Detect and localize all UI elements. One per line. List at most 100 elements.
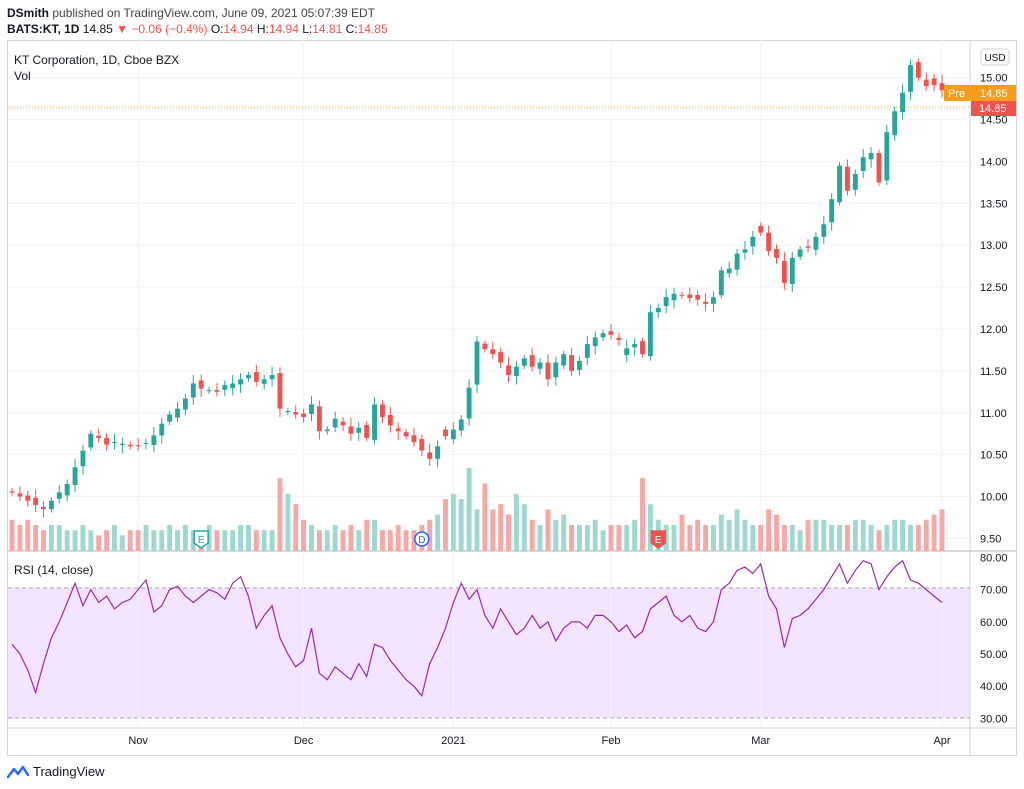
dividend-marker[interactable] — [414, 531, 430, 547]
volume-bar — [364, 519, 370, 551]
candle-body — [427, 452, 433, 459]
candle-body — [332, 418, 338, 428]
volume-bar — [64, 530, 70, 551]
candle-body — [379, 404, 385, 417]
candle-body — [419, 439, 425, 451]
volume-bar — [143, 525, 149, 551]
currency-label: USD — [984, 53, 1005, 64]
volume-bar — [379, 530, 385, 551]
candle-body — [829, 199, 835, 223]
candle-body — [679, 294, 685, 296]
candle-body — [17, 493, 23, 497]
high-value: 14.94 — [268, 22, 299, 36]
candle-body — [774, 249, 779, 258]
candle-body — [908, 65, 913, 92]
candle-body — [119, 443, 125, 446]
volume-bar — [513, 493, 519, 551]
volume-bar — [600, 530, 606, 551]
event-marker-label: E — [655, 535, 662, 546]
volume-bar — [734, 509, 740, 551]
volume-bar — [151, 530, 157, 551]
volume-bar — [592, 519, 598, 551]
ohlc-legend: BATS:KT, 1D 14.85 ▼ −0.06 (−0.4%) O:14.9… — [7, 22, 388, 36]
candle-body — [742, 249, 748, 253]
volume-bar — [474, 509, 480, 551]
candle-body — [860, 157, 866, 172]
volume-bar — [159, 530, 165, 551]
candle-body — [253, 372, 259, 382]
volume-bar — [167, 525, 173, 551]
volume-bar — [309, 525, 314, 551]
volume-bar — [797, 530, 803, 551]
candle-body — [584, 344, 590, 358]
candle-body — [206, 390, 212, 392]
volume-bar — [710, 525, 716, 551]
candle-body — [151, 435, 157, 445]
candle-body — [726, 268, 732, 274]
candle-body — [789, 257, 795, 284]
price-tick-label: 13.50 — [980, 198, 1008, 210]
candle-body — [852, 174, 858, 190]
candle-body — [175, 408, 180, 418]
pane-title: KT Corporation, 1D, Cboe BZX — [14, 53, 180, 67]
candle-body — [750, 236, 756, 247]
candle-body — [245, 375, 251, 379]
volume-bar — [56, 525, 62, 551]
volume-bar — [482, 483, 488, 551]
volume-bar — [498, 504, 504, 551]
candle-body — [718, 270, 724, 296]
volume-bar — [923, 519, 929, 551]
last-price-tag — [971, 101, 1016, 116]
volume-bar — [222, 530, 228, 551]
price-tick-label: 11.50 — [980, 366, 1007, 378]
volume-bar — [829, 525, 835, 551]
candle-body — [592, 337, 598, 347]
currency-box[interactable] — [980, 48, 1010, 66]
volume-bar — [238, 525, 244, 551]
candle-body — [238, 379, 244, 385]
candle-body — [222, 385, 228, 390]
price-tick-label: 10.00 — [980, 492, 1008, 504]
candle-body — [655, 308, 661, 313]
candle-body — [506, 365, 511, 376]
earnings-marker[interactable] — [650, 530, 667, 549]
volume-bar — [403, 530, 409, 551]
change-value: −0.06 (−0.4%) — [131, 22, 208, 36]
volume-bar — [742, 519, 748, 551]
candle-body — [624, 348, 630, 355]
candle-body — [766, 232, 772, 252]
candle-body — [25, 495, 31, 501]
candle-body — [143, 442, 149, 444]
volume-bar — [96, 535, 102, 551]
rsi-tick-label: 70.00 — [980, 585, 1008, 597]
volume-bar — [285, 493, 291, 551]
last-price-value: 14.85 — [979, 103, 1007, 115]
publish-info: DSmith published on TradingView.com, Jun… — [7, 6, 375, 20]
candle-body — [72, 467, 78, 485]
volume-bar — [569, 525, 575, 551]
candle-body — [159, 423, 165, 436]
candle-body — [821, 224, 827, 237]
candle-body — [915, 62, 921, 78]
volume-bar — [395, 525, 401, 551]
volume-bar — [230, 530, 236, 551]
candle-body — [577, 360, 582, 370]
price-tick-label: 9.50 — [980, 533, 1001, 545]
rsi-tick-label: 40.00 — [980, 681, 1008, 693]
high-label: H: — [256, 22, 269, 36]
volume-bar — [175, 530, 180, 551]
volume-bar — [695, 519, 701, 551]
candle-body — [923, 79, 929, 87]
volume-bar — [687, 525, 693, 551]
tradingview-logo[interactable]: TradingView — [7, 764, 105, 779]
price-tick-label: 11.00 — [980, 408, 1007, 420]
candle-body — [387, 414, 393, 426]
volume-bar — [703, 525, 709, 551]
earnings-marker[interactable] — [193, 530, 209, 549]
volume-bar — [435, 514, 441, 551]
candle-body — [537, 362, 543, 369]
volume-bar — [466, 467, 472, 551]
candle-body — [498, 352, 504, 363]
candle-body — [88, 433, 94, 448]
